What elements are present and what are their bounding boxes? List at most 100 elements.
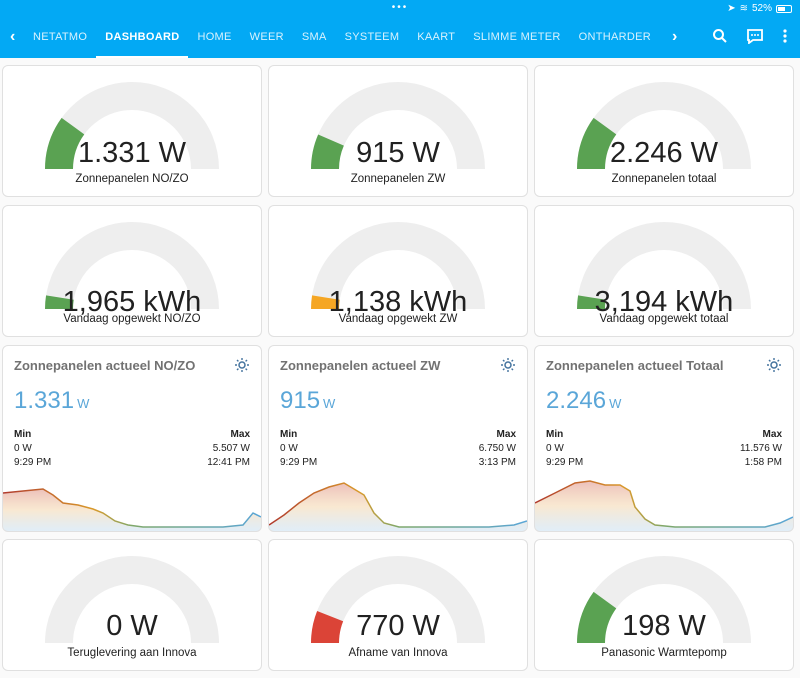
battery-icon: [776, 4, 792, 13]
sensor-card[interactable]: Zonnepanelen actueel NO/ZO 1.331 W Min 0 …: [2, 345, 262, 532]
view-tabs: NETATMO DASHBOARD HOME WEER SMA SYSTEEM KAART S…: [24, 18, 664, 58]
tab-slimme-meter[interactable]: SLIMME METER: [473, 31, 561, 43]
max-value: 5.507 W: [212, 443, 250, 454]
sensor-value-unit: W: [609, 396, 622, 411]
chat-icon[interactable]: [746, 28, 764, 49]
max-value: 6.750 W: [478, 443, 516, 454]
chevron-left-icon[interactable]: ‹: [10, 28, 16, 45]
gauge-card[interactable]: 770 W Afname van Innova: [268, 539, 528, 671]
max-label: Max: [762, 429, 782, 440]
status-bar: ••• ➤ ≋ 52%: [0, 0, 800, 18]
gauge-fill: [45, 295, 74, 309]
gauge-card[interactable]: 3,194 kWh Vandaag opgewekt totaal: [534, 205, 794, 337]
gauge-track: [577, 222, 751, 309]
sensor-card[interactable]: Zonnepanelen actueel Totaal 2.246 W Min 0…: [534, 345, 794, 532]
tab-sma[interactable]: SMA: [301, 31, 327, 43]
min-label: Min: [280, 429, 298, 440]
max-time: 3:13 PM: [478, 457, 516, 468]
gauge-value: 0 W: [106, 610, 158, 642]
gauge-name: Panasonic Warmtepomp: [601, 647, 727, 659]
gauge-fill: [577, 591, 617, 643]
sensor-value: 915 W: [280, 387, 335, 415]
gauge-track: [45, 82, 219, 169]
gauge-name: Zonnepanelen NO/ZO: [75, 173, 189, 185]
gauge-arc: [311, 556, 485, 643]
min-time: 9:29 PM: [546, 457, 584, 468]
tab-panasonic[interactable]: PANASONIC: [660, 18, 664, 58]
min-value: 0 W: [14, 443, 32, 454]
gauge-track: [577, 556, 751, 643]
min-label: Min: [546, 429, 564, 440]
gauge-name: Afname van Innova: [348, 647, 448, 659]
gauge-name: Vandaag opgewekt NO/ZO: [63, 313, 201, 325]
max-time: 1:58 PM: [744, 457, 782, 468]
gauge-card[interactable]: 1,138 kWh Vandaag opgewekt ZW: [268, 205, 528, 337]
history-line: [269, 482, 527, 528]
sensor-name: Zonnepanelen actueel Totaal: [546, 358, 724, 373]
gauge-card[interactable]: 0 W Teruglevering aan Innova: [2, 539, 262, 671]
gauge-card[interactable]: 198 W Panasonic Warmtepomp: [534, 539, 794, 671]
gauge-fill: [311, 295, 340, 309]
gauge-name: Vandaag opgewekt ZW: [338, 313, 458, 325]
tab-weer[interactable]: WEER: [249, 31, 284, 43]
gauge-value: 1,965 kWh: [62, 286, 202, 318]
gauge-value: 770 W: [356, 610, 440, 642]
solar-power-icon: [235, 358, 249, 377]
sensor-max: Max 6.750 W 3:13 PM: [479, 428, 516, 470]
tab-home[interactable]: HOME: [197, 31, 232, 43]
chevron-right-icon[interactable]: ›: [672, 28, 678, 45]
gauge-card[interactable]: 1.331 W Zonnepanelen NO/ZO: [2, 65, 262, 197]
gauge-arc: [45, 222, 219, 309]
status-indicators: ➤ ≋ 52%: [727, 3, 792, 14]
min-time: 9:29 PM: [14, 457, 52, 468]
history-area: [269, 483, 527, 531]
gauge-fill: [45, 117, 85, 169]
sensor-max: Max 5.507 W 12:41 PM: [207, 428, 250, 470]
sensor-name: Zonnepanelen actueel ZW: [280, 358, 441, 373]
sensor-card[interactable]: Zonnepanelen actueel ZW 915 W Min 0 W 9:2…: [268, 345, 528, 532]
gauge-fill: [577, 117, 617, 169]
solar-power-icon: [767, 358, 781, 377]
sensor-value: 2.246 W: [546, 387, 621, 415]
sensor-value-number: 2.246: [546, 387, 607, 414]
gauge-arc: [577, 222, 751, 309]
gauge-name: Vandaag opgewekt totaal: [599, 313, 729, 325]
sensor-value-number: 1.331: [14, 387, 75, 414]
tab-dashboard[interactable]: DASHBOARD: [96, 18, 189, 58]
gauge-fill: [311, 134, 344, 169]
gauge-card[interactable]: 1,965 kWh Vandaag opgewekt NO/ZO: [2, 205, 262, 337]
battery-percentage: 52%: [751, 3, 772, 14]
tab-netatmo[interactable]: NETATMO: [33, 31, 88, 43]
gauge-fill: [577, 295, 606, 309]
min-value: 0 W: [280, 443, 298, 454]
gauge-track: [45, 222, 219, 309]
gauge-value: 198 W: [622, 610, 706, 642]
gauge-value: 3,194 kWh: [594, 286, 734, 318]
history-area: [535, 481, 793, 531]
tab-systeem[interactable]: SYSTEEM: [344, 31, 400, 43]
gauge-track: [577, 82, 751, 169]
sensor-value-unit: W: [77, 396, 90, 411]
gauge-card[interactable]: 915 W Zonnepanelen ZW: [268, 65, 528, 197]
max-time: 12:41 PM: [207, 457, 250, 468]
gauge-fill: [311, 610, 344, 643]
tab-kaart[interactable]: KAART: [417, 31, 456, 43]
history-graph: [3, 488, 261, 531]
search-icon[interactable]: [712, 28, 728, 49]
app-toolbar: ‹ NETATMO DASHBOARD HOME WEER SMA SYSTEEM KAAR…: [0, 18, 800, 58]
gauge-card[interactable]: 2.246 W Zonnepanelen totaal: [534, 65, 794, 197]
gauge-arc: [311, 222, 485, 309]
solar-power-icon: [501, 358, 515, 377]
sensor-max: Max 11.576 W 1:58 PM: [740, 428, 782, 470]
gauge-arc: [577, 82, 751, 169]
more-vertical-icon[interactable]: [782, 28, 788, 49]
gauge-track: [311, 222, 485, 309]
tab-ontharder[interactable]: ONTHARDER: [578, 31, 651, 43]
max-value: 11.576 W: [739, 443, 782, 454]
max-label: Max: [496, 429, 516, 440]
gauge-value: 2.246 W: [610, 137, 718, 169]
history-line: [3, 488, 261, 528]
gauge-arc: [311, 82, 485, 169]
gauge-name: Zonnepanelen ZW: [350, 173, 446, 185]
history-graph: [269, 482, 527, 531]
